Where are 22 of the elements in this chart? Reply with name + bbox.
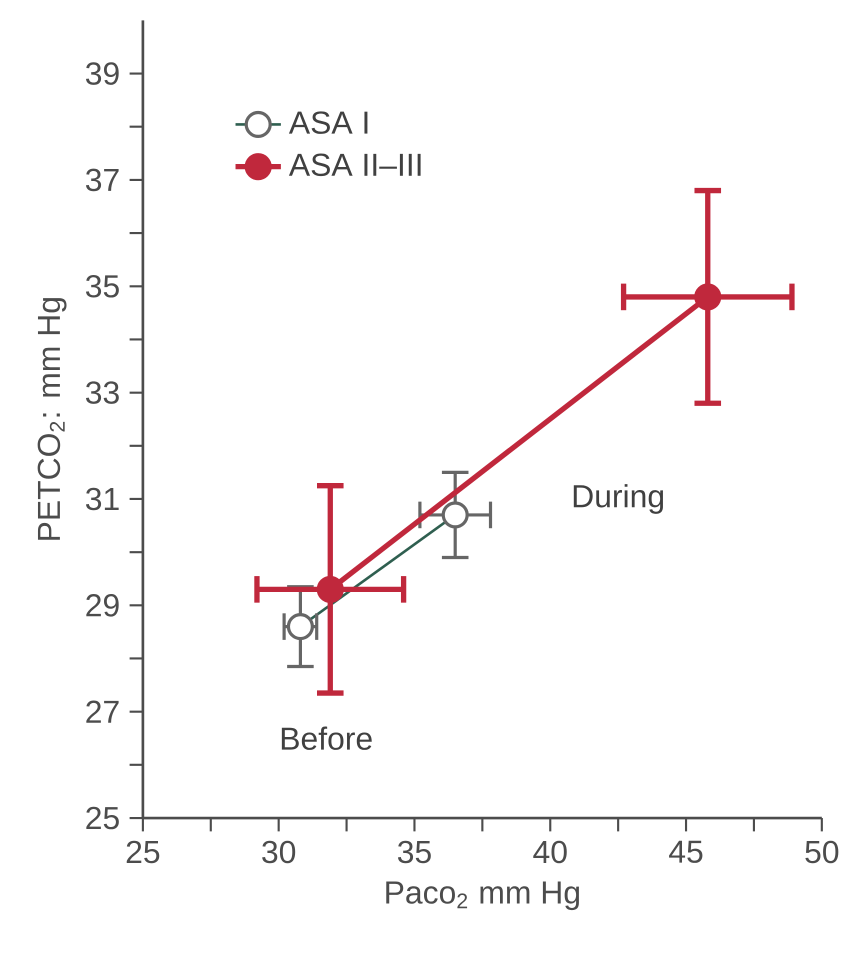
y-axis-title: PETCO$_{2}$: mm Hg bbox=[38, 298, 67, 540]
y-tick-label: 39 bbox=[86, 62, 119, 85]
point bbox=[694, 283, 722, 310]
x-tick-label: 35 bbox=[398, 840, 431, 864]
x-axis-title: Paco$_{2}$ mm Hg bbox=[386, 882, 580, 910]
y-tick-label: 35 bbox=[86, 275, 119, 298]
legend-label: ASA II–III bbox=[289, 154, 421, 176]
annotation: Before bbox=[282, 726, 372, 750]
x-tick-label: 50 bbox=[805, 840, 838, 864]
x-tick-label: 40 bbox=[533, 840, 567, 864]
point bbox=[316, 576, 344, 603]
y-tick-label: 31 bbox=[86, 488, 119, 510]
y-tick-label: 27 bbox=[86, 700, 119, 723]
y-tick-label: 33 bbox=[86, 381, 119, 404]
y-tick-label: 25 bbox=[86, 806, 119, 830]
annotation: During bbox=[574, 484, 664, 514]
y-tick-label: 37 bbox=[86, 168, 119, 192]
y-tick-label: 29 bbox=[86, 594, 119, 617]
x-tick-label: 25 bbox=[126, 840, 160, 864]
x-tick-label: 30 bbox=[262, 840, 296, 864]
x-tick-label: 45 bbox=[669, 840, 703, 863]
legend-label: ASA I bbox=[289, 111, 368, 134]
